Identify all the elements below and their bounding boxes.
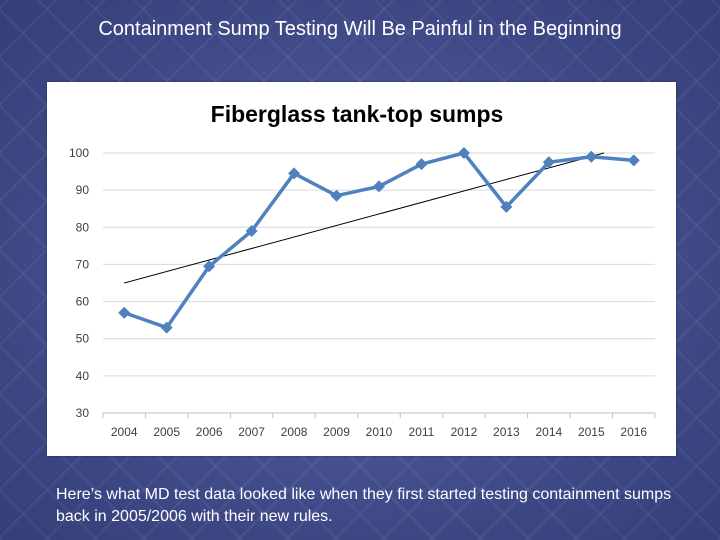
- x-tick-label: 2013: [493, 425, 520, 439]
- x-tick-label: 2009: [323, 425, 350, 439]
- x-tick-label: 2008: [281, 425, 308, 439]
- x-tick-label: 2016: [620, 425, 647, 439]
- x-tick-label: 2012: [451, 425, 478, 439]
- data-point-marker: [585, 150, 598, 163]
- data-point-marker: [160, 321, 173, 334]
- y-tick-label: 60: [76, 295, 90, 309]
- data-point-marker: [118, 306, 131, 319]
- chart-title: Fiberglass tank-top sumps: [211, 101, 504, 127]
- data-point-marker: [542, 156, 555, 169]
- y-tick-label: 70: [76, 257, 90, 271]
- data-point-marker: [288, 167, 301, 180]
- trendline-layer: [124, 152, 605, 284]
- y-tick-label: 100: [69, 146, 89, 160]
- x-axis-tick-labels: 2004 2005 2006 2007 2008 2009 2010 2011 2012 2013…: [111, 425, 648, 439]
- data-point-marker: [203, 260, 216, 273]
- y-tick-label: 30: [76, 406, 90, 420]
- y-tick-label: 50: [76, 332, 90, 346]
- y-axis-tick-labels: 30 40 50 60 70 80 90 100: [69, 146, 89, 420]
- trendline: [124, 152, 605, 284]
- data-point-marker: [330, 189, 343, 202]
- gridlines: [102, 152, 656, 418]
- x-tick-label: 2011: [409, 425, 435, 439]
- line-chart: Fiberglass tank-top sumps 30 40 50 60 70 80 90…: [69, 101, 656, 439]
- chart-container: Fiberglass tank-top sumps 30 40 50 60 70 80 90…: [47, 82, 676, 456]
- y-tick-label: 90: [76, 183, 90, 197]
- data-point-marker: [373, 180, 385, 193]
- x-tick-label: 2004: [111, 425, 138, 439]
- data-point-marker: [245, 225, 258, 237]
- y-tick-label: 40: [76, 369, 90, 383]
- data-point-marker: [500, 200, 513, 213]
- data-point-marker: [457, 147, 470, 159]
- x-tick-label: 2006: [196, 425, 223, 439]
- slide-title: Containment Sump Testing Will Be Painful…: [98, 18, 622, 40]
- x-tick-label: 2007: [238, 425, 265, 439]
- series-layer: [118, 147, 640, 334]
- slide-caption: Here’s what MD test data looked like whe…: [56, 486, 672, 525]
- x-tick-label: 2010: [366, 425, 393, 439]
- data-point-marker: [415, 158, 428, 171]
- x-tick-label: 2014: [535, 425, 562, 439]
- y-tick-label: 80: [76, 220, 90, 234]
- x-tick-label: 2015: [578, 425, 605, 439]
- data-point-marker: [627, 154, 640, 167]
- x-tick-label: 2005: [153, 425, 180, 439]
